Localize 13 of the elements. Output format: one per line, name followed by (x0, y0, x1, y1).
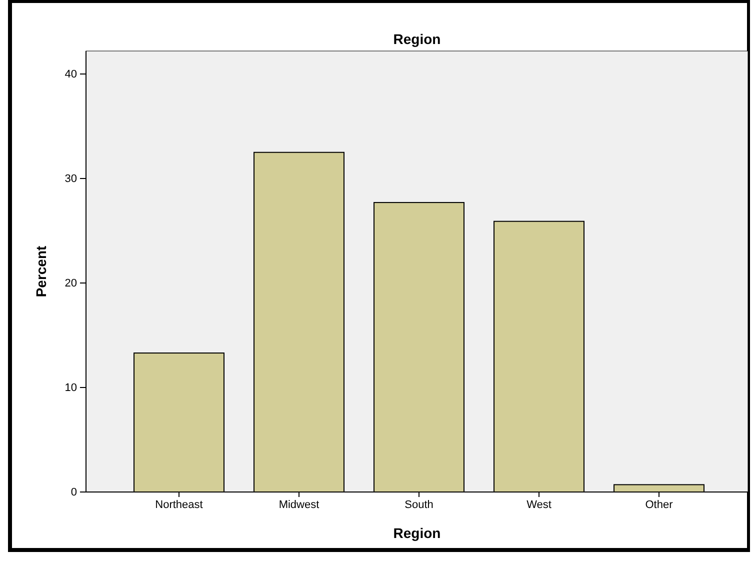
x-tick-label: Other (645, 498, 674, 511)
y-tick-label: 40 (64, 68, 77, 81)
chart-title: Region (393, 31, 441, 47)
x-tick-label: Midwest (278, 498, 320, 511)
x-tick-label: Northeast (155, 498, 203, 511)
x-tick-label: South (404, 498, 434, 511)
x-tick-label: West (526, 498, 552, 511)
y-tick-label: 30 (64, 173, 77, 186)
y-tick-label: 0 (70, 486, 77, 499)
y-tick-label: 10 (64, 382, 77, 394)
y-tick-label: 20 (64, 278, 77, 290)
x-axis-title: Region (393, 525, 441, 541)
y-axis-title: Percent (33, 245, 49, 298)
